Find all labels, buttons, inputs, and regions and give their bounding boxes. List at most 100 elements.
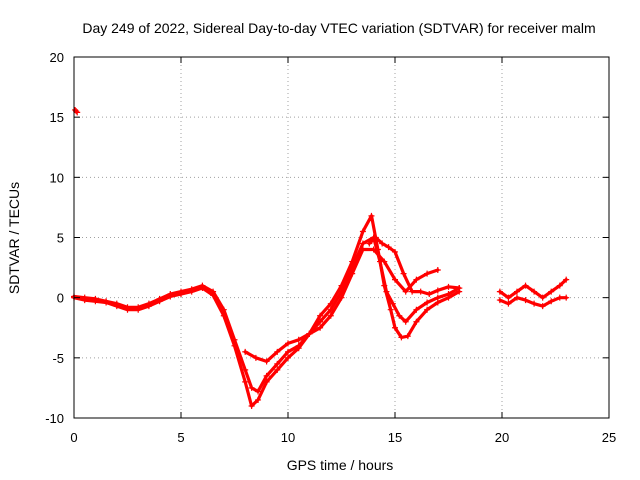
- data-point-marker: [505, 300, 512, 307]
- data-point-marker: [409, 288, 416, 295]
- data-point-marker: [231, 336, 238, 343]
- data-point-marker: [81, 294, 88, 301]
- data-point-marker: [434, 266, 441, 273]
- y-tick-label: -5: [52, 351, 64, 366]
- data-point-marker: [434, 287, 441, 294]
- data-point-marker: [317, 324, 324, 331]
- data-point-marker: [124, 304, 131, 311]
- data-point-marker: [413, 306, 420, 313]
- data-point-marker: [167, 291, 174, 298]
- y-tick-label: 5: [57, 231, 64, 246]
- data-point-marker: [199, 282, 206, 289]
- data-point-marker: [385, 244, 392, 251]
- data-point-marker: [413, 276, 420, 283]
- y-tick-label: 20: [50, 50, 64, 65]
- data-point-marker: [248, 384, 255, 391]
- data-point-marker: [383, 288, 390, 295]
- series-line: [367, 235, 461, 296]
- data-point-marker: [359, 240, 366, 247]
- isolated-point-marker: [74, 109, 81, 116]
- data-point-marker: [372, 234, 379, 241]
- data-point-marker: [424, 270, 431, 277]
- data-point-marker: [531, 300, 538, 307]
- data-point-marker: [103, 298, 110, 305]
- data-series: [71, 106, 570, 409]
- data-point-marker: [496, 297, 503, 304]
- data-point-marker: [370, 246, 377, 253]
- x-tick-label: 5: [177, 430, 184, 445]
- x-tick-label: 0: [70, 430, 77, 445]
- data-point-marker: [349, 270, 356, 277]
- data-point-marker: [389, 300, 396, 307]
- data-point-marker: [531, 288, 538, 295]
- data-point-marker: [522, 282, 529, 289]
- data-point-marker: [274, 366, 281, 373]
- data-point-marker: [513, 294, 520, 301]
- data-point-marker: [92, 295, 99, 302]
- data-point-marker: [255, 388, 262, 395]
- data-point-marker: [255, 396, 262, 403]
- data-point-marker: [556, 282, 563, 289]
- data-point-marker: [424, 306, 431, 313]
- data-point-marker: [548, 298, 555, 305]
- data-point-marker: [456, 285, 463, 292]
- data-point-marker: [178, 288, 184, 295]
- data-point-marker: [522, 297, 529, 304]
- data-point-marker: [252, 354, 259, 361]
- data-point-marker: [306, 330, 313, 337]
- data-point-marker: [274, 348, 281, 355]
- series-line: [72, 235, 461, 394]
- data-point-marker: [392, 276, 398, 283]
- data-point-marker: [413, 318, 420, 325]
- data-point-marker: [242, 348, 249, 355]
- data-point-marker: [242, 366, 249, 373]
- data-point-marker: [398, 334, 405, 341]
- x-tick-label: 15: [388, 430, 402, 445]
- data-point-marker: [274, 360, 281, 367]
- data-point-marker: [563, 276, 570, 283]
- data-point-marker: [400, 270, 407, 277]
- data-point-marker: [505, 294, 512, 301]
- data-point-marker: [445, 283, 452, 290]
- data-point-marker: [392, 324, 398, 331]
- data-point-marker: [135, 304, 142, 311]
- data-point-marker: [513, 288, 520, 295]
- data-point-marker: [402, 318, 409, 325]
- data-point-marker: [248, 402, 255, 409]
- data-point-marker: [434, 294, 441, 301]
- data-point-marker: [445, 291, 452, 298]
- y-axis-title: SDTVAR / TECUs: [6, 182, 22, 294]
- data-point-marker: [396, 312, 403, 319]
- data-point-marker: [242, 378, 249, 385]
- data-point-marker: [548, 288, 555, 295]
- x-axis-title: GPS time / hours: [287, 457, 394, 473]
- x-tick-label: 20: [495, 430, 509, 445]
- data-point-marker: [220, 306, 227, 313]
- data-point-marker: [156, 295, 163, 302]
- data-point-marker: [539, 303, 546, 310]
- data-point-marker: [263, 372, 270, 379]
- data-point-marker: [359, 228, 366, 235]
- chart-title: Day 249 of 2022, Sidereal Day-to-day VTE…: [82, 20, 595, 36]
- data-point-marker: [426, 291, 433, 298]
- data-point-marker: [496, 288, 503, 295]
- data-point-marker: [327, 312, 334, 319]
- data-point-marker: [556, 294, 563, 301]
- data-point-marker: [295, 336, 302, 343]
- data-point-marker: [387, 306, 394, 313]
- data-point-marker: [402, 288, 409, 295]
- series-track-4: [366, 234, 463, 298]
- data-point-marker: [145, 300, 152, 307]
- y-tick-label: 0: [57, 291, 64, 306]
- data-point-marker: [366, 240, 373, 247]
- data-point-marker: [210, 288, 217, 295]
- series-track-3: [242, 246, 441, 365]
- y-tick-label: 10: [50, 170, 64, 185]
- series-track-5: [496, 276, 570, 301]
- data-point-marker: [539, 294, 546, 301]
- data-point-marker: [317, 318, 324, 325]
- y-tick-label: 15: [50, 110, 64, 125]
- data-point-marker: [379, 240, 386, 247]
- data-point-marker: [285, 348, 291, 355]
